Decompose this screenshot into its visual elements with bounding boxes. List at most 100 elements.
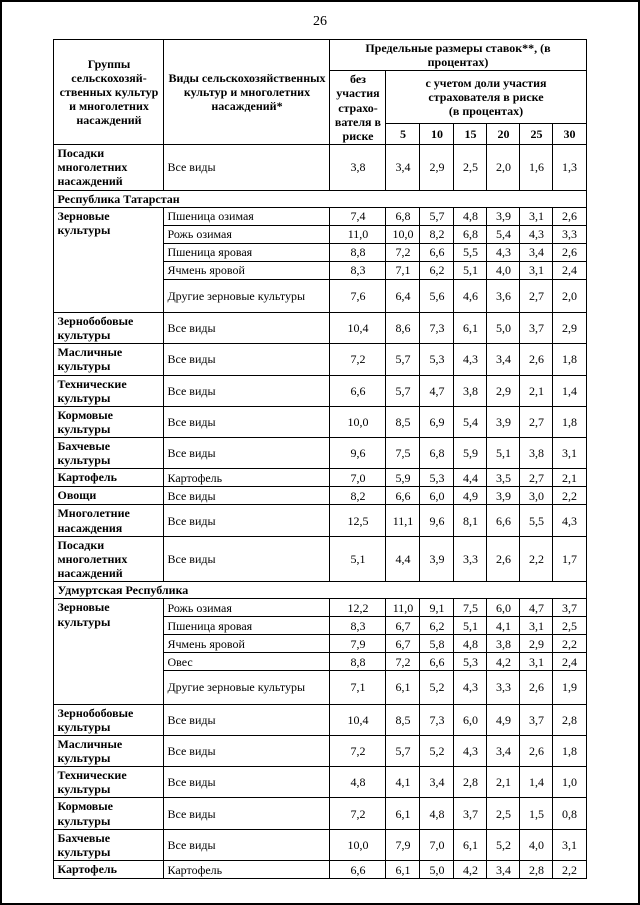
rate-value: 1,4: [552, 374, 587, 407]
rate-value: 4,0: [486, 260, 521, 280]
rate-value: 2,5: [552, 616, 587, 636]
rate-value: 6,6: [419, 652, 455, 672]
rate-value: 6,6: [329, 860, 387, 880]
rate-value: 3,7: [519, 311, 554, 345]
rate-value: 7,9: [329, 634, 387, 654]
rate-value: 5,7: [385, 734, 421, 768]
table-row: Другие зерновые культуры 7,1 6,1 5,2 4,3 3,3 2…: [54, 670, 587, 705]
rate-value: 1,7: [552, 535, 587, 583]
rate-value: 3,8: [519, 437, 554, 470]
table-row: Овощи Все виды 8,2 6,6 6,0 4,9 3,9 3,0 2,2: [53, 486, 587, 506]
rate-value: 2,2: [552, 634, 587, 654]
rate-value: 4,3: [519, 224, 554, 244]
rate-value: 9,6: [329, 437, 387, 470]
rate-value: 5,7: [385, 343, 421, 376]
header-participation-sublabel: (в процентах): [448, 104, 524, 119]
rate-value: 4,8: [329, 766, 387, 799]
header-percent-30: 30: [552, 123, 587, 146]
rate-value: 4,6: [453, 278, 488, 313]
rate-value: 6,0: [419, 486, 455, 506]
rate-value: 6,6: [419, 242, 455, 262]
rate-value: 2,6: [519, 670, 554, 705]
rate-value: 7,0: [329, 468, 387, 488]
table-row: Зерновые культуры Пшеница озимая 7,4 6,8 5,7…: [53, 206, 587, 313]
table-row: Бахчевые культуры Все виды 9,6 7,5 6,8 5,9 5,1…: [53, 437, 587, 470]
rate-value: 1,9: [552, 670, 587, 705]
rate-value: 3,7: [453, 797, 488, 830]
table-body: Посадки многолетних насаждений Все виды 3,…: [53, 144, 587, 880]
header-rates-title: Предельные размеры ставок**, (в процента…: [329, 38, 587, 72]
rate-value: 5,4: [453, 405, 488, 439]
crop-type-cell: Пшеница яровая: [163, 242, 331, 262]
rate-value: 7,5: [453, 598, 488, 618]
crop-type-cell: Все виды: [163, 828, 331, 862]
section-row: Удмуртская Республика: [53, 581, 587, 600]
table-row: Зерновые культуры Рожь озимая 12,2 11,0 9,1 7…: [53, 598, 587, 705]
rate-value: 2,0: [486, 144, 521, 191]
rate-value: 5,8: [419, 634, 455, 654]
rate-value: 3,5: [486, 468, 521, 488]
crop-type-cell: Пшеница озимая: [163, 206, 331, 226]
rate-value: 3,4: [419, 766, 455, 799]
rate-value: 3,9: [486, 486, 521, 506]
rate-value: 5,3: [419, 468, 455, 488]
rate-value: 12,5: [329, 504, 387, 537]
group-cell: Посадки многолетних насаждений: [53, 144, 165, 191]
rate-value: 7,6: [329, 278, 387, 313]
rate-value: 8,5: [385, 703, 421, 736]
rate-value: 2,7: [519, 278, 554, 313]
rate-value: 3,3: [453, 535, 488, 583]
section-title: Удмуртская Республика: [53, 581, 587, 600]
crop-type-cell: Рожь озимая: [163, 598, 331, 618]
header-no-participation: без участия страхо-вателя в риске: [329, 70, 387, 146]
page-number: 26: [313, 14, 327, 29]
rate-value: 5,1: [486, 437, 521, 470]
rate-value: 4,3: [453, 343, 488, 376]
rate-value: 6,6: [329, 374, 387, 407]
rate-value: 8,1: [453, 504, 488, 537]
rate-value: 10,0: [329, 828, 387, 862]
rate-value: 7,0: [419, 828, 455, 862]
rate-value: 3,3: [486, 670, 521, 705]
crop-type-cell: Ячмень яровой: [163, 260, 331, 280]
rate-value: 3,4: [519, 242, 554, 262]
rate-value: 4,2: [453, 860, 488, 880]
rate-value: 2,5: [453, 144, 488, 191]
rate-value: 5,5: [519, 504, 554, 537]
rate-value: 2,8: [453, 766, 488, 799]
rate-value: 2,8: [552, 703, 587, 736]
crop-type-cell: Ячмень яровой: [163, 634, 331, 654]
rate-value: 4,7: [419, 374, 455, 407]
rate-value: 6,9: [419, 405, 455, 439]
crop-type-cell: Все виды: [163, 504, 331, 537]
crop-type-cell: Все виды: [163, 144, 331, 191]
rate-value: 3,1: [519, 260, 554, 280]
rate-value: 5,7: [419, 206, 455, 226]
rate-value: 2,5: [486, 797, 521, 830]
rate-value: 4,9: [486, 703, 521, 736]
rate-value: 6,1: [385, 670, 421, 705]
rate-value: 2,6: [519, 343, 554, 376]
header-groups: Группы сельскохозяй-ственных культур и м…: [53, 38, 165, 146]
rate-value: 8,8: [329, 242, 387, 262]
rate-value: 5,2: [419, 734, 455, 768]
group-cell: Картофель: [53, 468, 165, 488]
rate-value: 5,7: [385, 374, 421, 407]
rate-value: 3,8: [329, 144, 387, 191]
rate-value: 3,4: [385, 144, 421, 191]
rate-value: 6,8: [385, 206, 421, 226]
header-percent-20: 20: [486, 123, 521, 146]
rate-value: 6,4: [385, 278, 421, 313]
rate-value: 10,4: [329, 703, 387, 736]
rate-value: 3,1: [552, 437, 587, 470]
rate-value: 6,6: [486, 504, 521, 537]
header-row-top: Группы сельскохозяй-ственных культур и м…: [53, 38, 587, 146]
crop-type-cell: Пшеница яровая: [163, 616, 331, 636]
rate-value: 10,0: [385, 224, 421, 244]
rate-value: 5,0: [419, 860, 455, 880]
rate-value: 3,4: [486, 343, 521, 376]
rate-value: 7,2: [329, 797, 387, 830]
rates-table: Группы сельскохозяй-ственных культур и м…: [53, 38, 587, 880]
table-row: Картофель Картофель 6,6 6,1 5,0 4,2 3,4 2,8 2,2: [53, 860, 587, 880]
table-row: Кормовые культуры Все виды 7,2 6,1 4,8 3,7 2,5…: [53, 797, 587, 830]
